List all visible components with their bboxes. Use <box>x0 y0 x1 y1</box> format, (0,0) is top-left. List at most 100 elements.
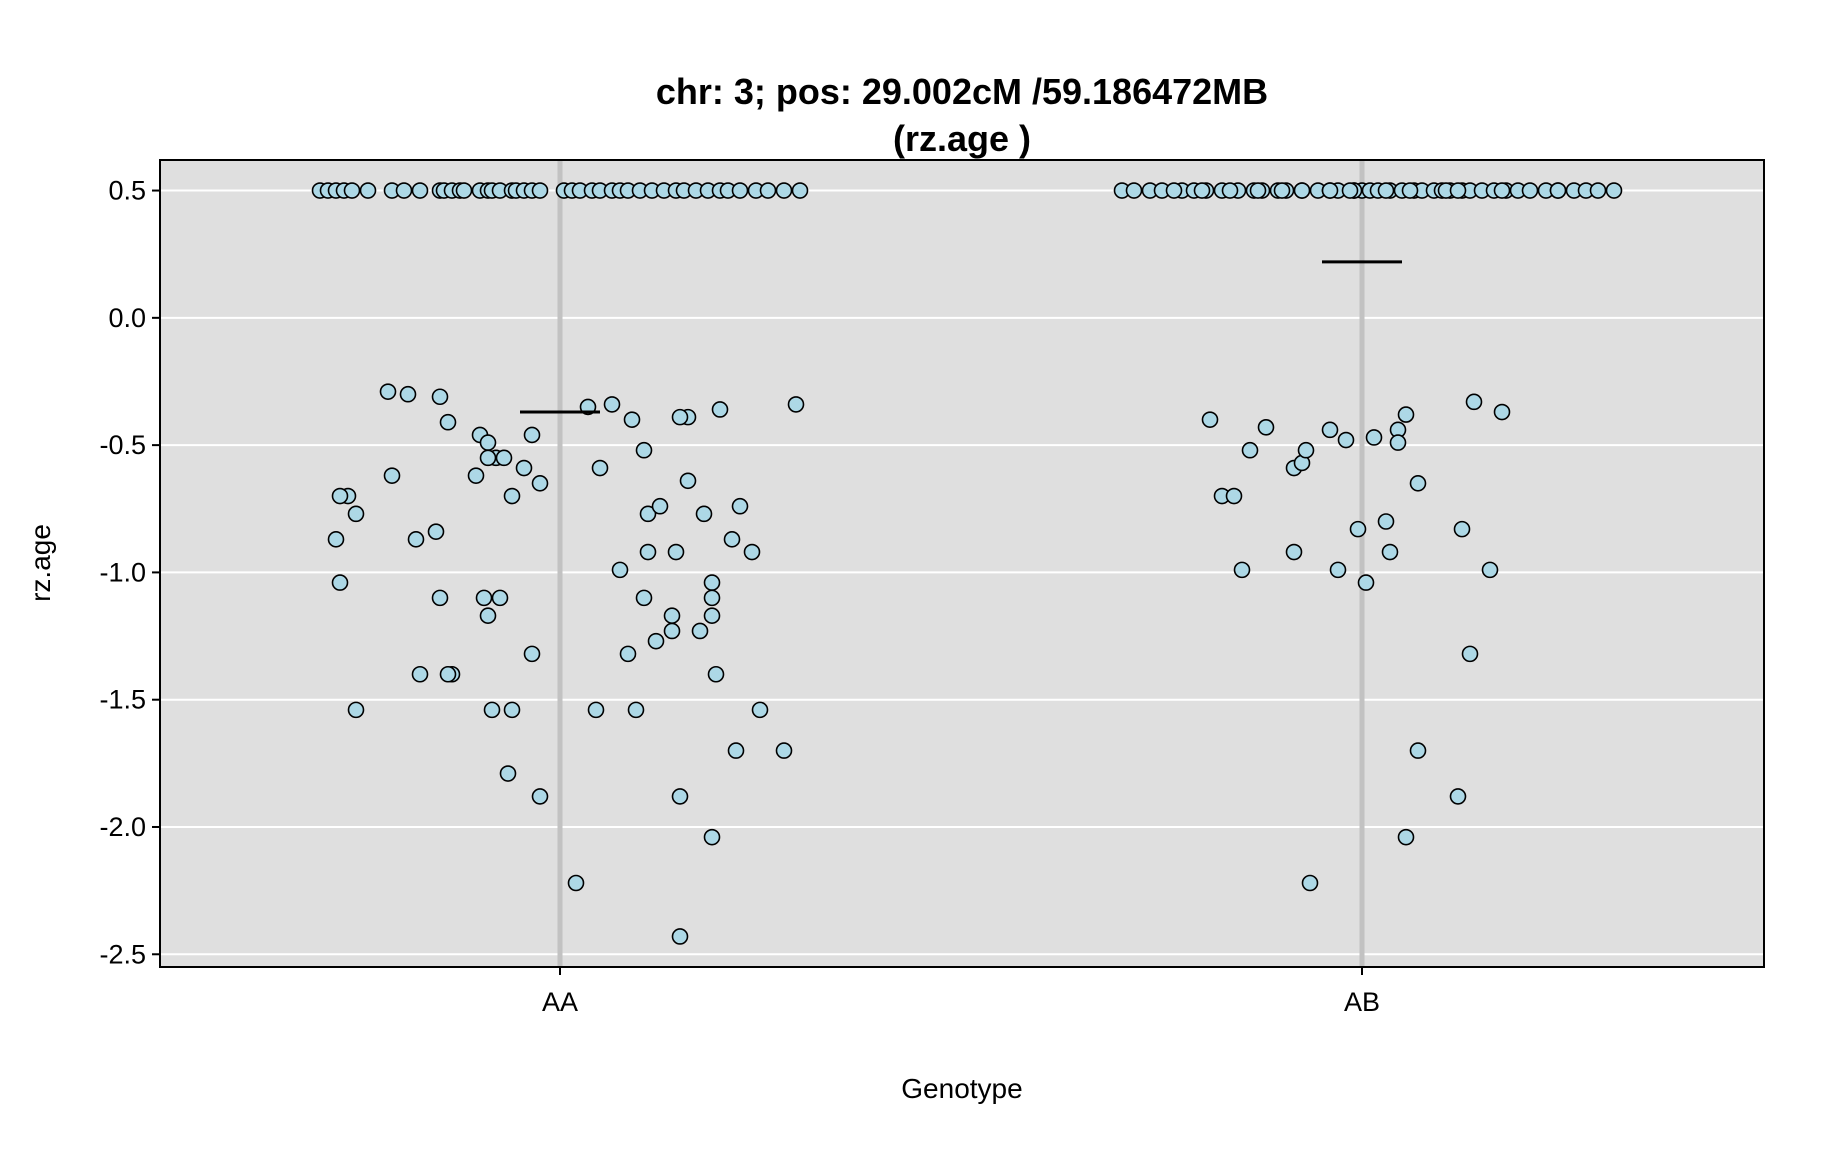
data-point <box>1465 393 1483 411</box>
data-point <box>343 182 361 199</box>
data-point <box>411 182 429 199</box>
data-point <box>703 574 721 591</box>
data-point <box>731 497 749 515</box>
gridlines <box>160 189 1764 956</box>
data-point <box>1297 441 1315 459</box>
plot-panel <box>160 160 1764 967</box>
y-axis-title: rz.age <box>25 524 56 602</box>
data-point <box>591 459 609 477</box>
data-point <box>627 701 645 719</box>
data-point <box>759 182 777 199</box>
data-point <box>331 574 349 591</box>
data-points <box>311 182 1623 945</box>
data-point <box>1605 182 1623 199</box>
data-point <box>1357 574 1375 591</box>
data-point <box>671 408 689 426</box>
x-tick-label: AB <box>1344 987 1380 1017</box>
data-point <box>639 543 657 561</box>
data-point <box>1389 434 1407 451</box>
data-point <box>1201 411 1219 428</box>
data-point <box>611 561 629 579</box>
data-point <box>567 874 585 892</box>
data-point <box>499 765 517 782</box>
data-point <box>1381 543 1399 561</box>
data-point <box>1377 182 1395 199</box>
data-point <box>751 701 769 719</box>
data-point <box>1521 182 1539 199</box>
data-point <box>1293 182 1311 199</box>
data-point <box>711 401 729 418</box>
data-point <box>743 543 761 561</box>
data-point <box>587 701 605 719</box>
data-point <box>1341 182 1359 199</box>
data-point <box>703 589 721 607</box>
x-axis: AA AB <box>542 967 1380 1017</box>
data-point <box>531 475 549 492</box>
data-point <box>787 396 805 413</box>
y-axis: 0.5 0.0 -0.5 -1.0 -1.5 -2.0 -2.5 <box>99 176 160 969</box>
data-point <box>1321 421 1339 439</box>
data-point <box>331 487 349 505</box>
data-point <box>347 505 365 523</box>
data-point <box>1301 874 1319 892</box>
data-point <box>727 742 745 759</box>
y-tick-label: -0.5 <box>99 430 146 460</box>
data-point <box>439 665 457 683</box>
data-point <box>1329 561 1347 579</box>
data-point <box>1409 742 1427 759</box>
data-point <box>1453 520 1471 538</box>
plot-border <box>159 159 1765 968</box>
data-point <box>791 182 809 199</box>
data-point <box>1193 182 1211 199</box>
data-point <box>483 701 501 719</box>
data-point <box>707 665 725 683</box>
data-point <box>635 589 653 607</box>
category-lines <box>557 160 1365 967</box>
mean-lines <box>520 260 1402 414</box>
data-point <box>1233 561 1251 579</box>
data-point <box>663 622 681 640</box>
data-point <box>503 487 521 505</box>
x-axis-title: Genotype <box>901 1073 1022 1104</box>
data-point <box>347 701 365 719</box>
data-point <box>1589 182 1607 199</box>
data-point <box>703 828 721 846</box>
y-tick-label: -2.5 <box>99 939 146 969</box>
data-point <box>491 589 509 607</box>
data-point <box>503 701 521 719</box>
data-point <box>731 182 749 199</box>
data-point <box>1481 561 1499 579</box>
data-point <box>639 505 657 523</box>
chart-subtitle: (rz.age ) <box>893 118 1031 159</box>
data-point <box>523 645 541 663</box>
data-point <box>647 632 665 650</box>
chart-title: chr: 3; pos: 29.002cM /59.186472MB <box>656 71 1268 112</box>
data-point <box>439 413 457 431</box>
data-point <box>411 665 429 683</box>
data-point <box>1409 475 1427 492</box>
data-point <box>427 523 445 540</box>
data-point <box>667 543 685 561</box>
data-point <box>475 589 493 607</box>
data-point <box>495 449 513 467</box>
data-point <box>1225 487 1243 505</box>
data-point <box>1285 543 1303 561</box>
y-tick-label: 0.5 <box>108 176 146 206</box>
data-point <box>635 441 653 459</box>
data-point <box>671 788 689 805</box>
data-point <box>531 182 549 199</box>
data-point <box>1377 513 1395 530</box>
data-point <box>1493 182 1511 199</box>
data-point <box>1493 403 1511 421</box>
data-point <box>775 182 793 199</box>
data-point <box>671 928 689 945</box>
data-point <box>663 607 681 624</box>
data-point <box>407 531 425 548</box>
data-point <box>1461 645 1479 663</box>
data-point <box>467 467 485 484</box>
data-point <box>1365 429 1383 446</box>
data-point <box>523 426 541 444</box>
data-point <box>691 622 709 640</box>
data-point <box>1249 182 1267 199</box>
data-point <box>359 182 377 199</box>
